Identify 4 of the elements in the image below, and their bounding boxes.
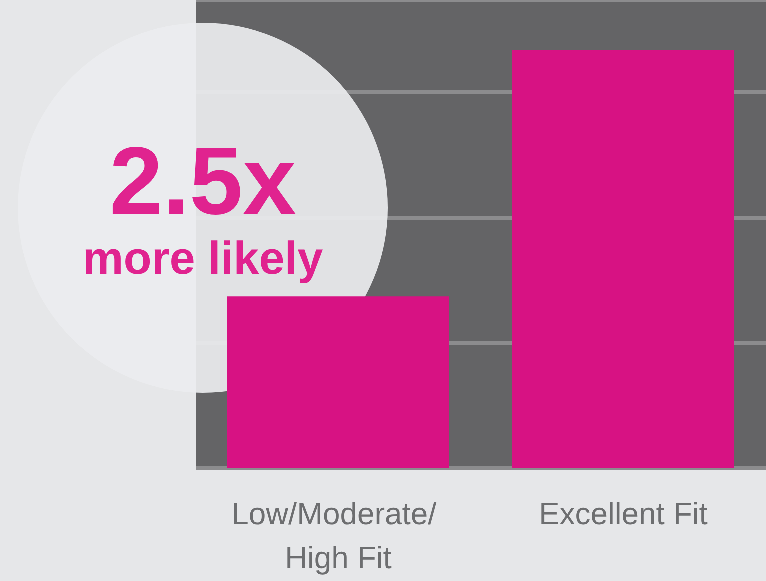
annotation: 2.5x — [110, 128, 296, 235]
x-tick-label: Low/Moderate/ High Fit — [232, 496, 446, 576]
annotation: more likely — [82, 232, 324, 284]
x-tick-label: Excellent Fit — [539, 496, 708, 532]
